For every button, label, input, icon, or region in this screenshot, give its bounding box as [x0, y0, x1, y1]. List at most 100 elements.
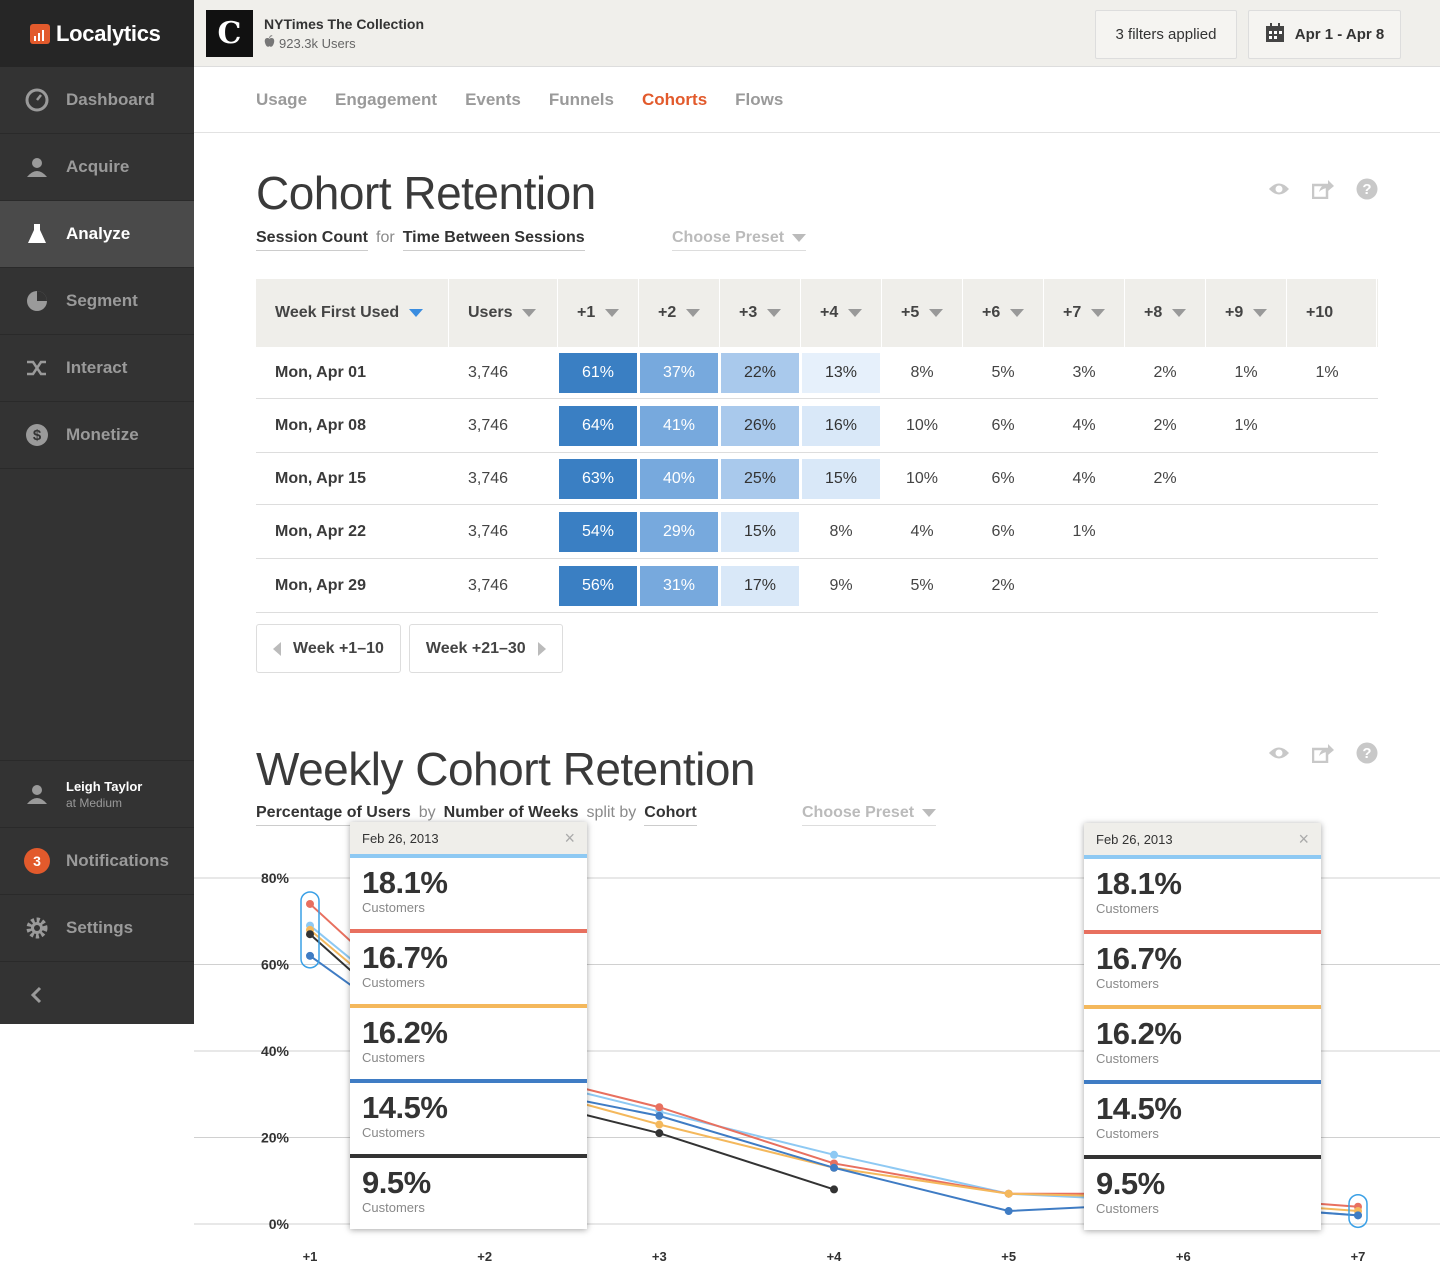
retention-cell[interactable]: 56% [559, 565, 637, 606]
retention-cell[interactable]: 5% [991, 363, 1015, 381]
metric-selector[interactable]: Session Count [256, 229, 369, 251]
column-week[interactable]: +1 [558, 279, 639, 347]
retention-cell[interactable]: 4% [1072, 469, 1096, 487]
eye-icon[interactable] [1268, 178, 1290, 200]
retention-cell[interactable] [1288, 512, 1366, 552]
share-icon[interactable] [1312, 742, 1334, 764]
metric-selector[interactable]: Percentage of Users [256, 804, 411, 826]
choose-preset-dropdown[interactable]: Choose Preset [672, 229, 807, 251]
app-name[interactable]: NYTimes The Collection [264, 16, 424, 32]
retention-cell[interactable]: 2% [991, 576, 1015, 594]
retention-cell[interactable]: 8% [829, 522, 853, 540]
retention-cell[interactable] [1288, 459, 1366, 499]
tab-funnels[interactable]: Funnels [548, 89, 614, 109]
retention-cell[interactable] [1207, 512, 1285, 552]
column-week[interactable]: +4 [801, 279, 882, 347]
retention-cell[interactable]: 5% [910, 576, 934, 594]
retention-cell[interactable]: 15% [721, 511, 799, 552]
retention-cell[interactable]: 1% [1234, 416, 1258, 434]
retention-cell[interactable]: 6% [991, 416, 1015, 434]
retention-cell[interactable]: 13% [802, 352, 880, 393]
table-row[interactable]: Mon, Apr 15 3,746 63% 40% 25% 15% 10% 6% 4% 2% [256, 453, 1378, 505]
retention-cell[interactable]: 15% [802, 458, 880, 499]
dimension-selector[interactable]: Time Between Sessions [402, 229, 585, 251]
retention-cell[interactable]: 6% [991, 522, 1015, 540]
nav-segment[interactable]: Segment [0, 268, 194, 335]
retention-cell[interactable]: 16% [802, 405, 880, 446]
retention-cell[interactable]: 22% [721, 352, 799, 393]
retention-cell[interactable] [1207, 459, 1285, 499]
column-users[interactable]: Users [449, 279, 558, 347]
retention-cell[interactable]: 10% [905, 416, 939, 434]
nav-analyze[interactable]: Analyze [0, 201, 194, 268]
choose-preset-dropdown[interactable]: Choose Preset [802, 804, 937, 826]
retention-cell[interactable]: 31% [640, 565, 718, 606]
eye-icon[interactable] [1268, 742, 1290, 764]
column-week[interactable]: +10 [1287, 279, 1377, 347]
retention-cell[interactable] [1126, 566, 1204, 606]
app-thumbnail[interactable]: C [206, 10, 253, 57]
table-row[interactable]: Mon, Apr 01 3,746 61% 37% 22% 13% 8% 5% 3% 2% 1% 1% [256, 347, 1378, 399]
retention-cell[interactable]: 64% [559, 405, 637, 446]
help-icon[interactable]: ? [1356, 178, 1378, 200]
retention-cell[interactable]: 10% [905, 469, 939, 487]
tab-events[interactable]: Events [465, 89, 521, 109]
share-icon[interactable] [1312, 178, 1334, 200]
retention-cell[interactable]: 25% [721, 458, 799, 499]
nav-notifications[interactable]: 3 Notifications [0, 827, 194, 894]
retention-cell[interactable]: 61% [559, 352, 637, 393]
table-row[interactable]: Mon, Apr 08 3,746 64% 41% 26% 16% 10% 6% 4% 2% 1% [256, 399, 1378, 453]
nav-acquire[interactable]: Acquire [0, 134, 194, 201]
date-range-button[interactable]: Apr 1 - Apr 8 [1248, 10, 1401, 59]
retention-cell[interactable]: 8% [910, 363, 934, 381]
retention-cell[interactable] [1207, 566, 1285, 606]
nav-settings[interactable]: Settings [0, 894, 194, 961]
column-week[interactable]: +7 [1044, 279, 1125, 347]
user-profile[interactable]: Leigh Taylor at Medium [0, 760, 194, 827]
tab-usage[interactable]: Usage [256, 89, 308, 109]
retention-cell[interactable]: 29% [640, 511, 718, 552]
collapse-sidebar-button[interactable] [0, 961, 194, 1028]
column-week-first-used[interactable]: Week First Used [256, 279, 449, 347]
split-selector[interactable]: Cohort [644, 804, 697, 826]
close-icon[interactable]: × [564, 827, 575, 848]
column-week[interactable]: +2 [639, 279, 720, 347]
retention-cell[interactable]: 4% [910, 522, 934, 540]
retention-cell[interactable]: 54% [559, 511, 637, 552]
retention-cell[interactable] [1288, 406, 1366, 446]
filters-button[interactable]: 3 filters applied [1095, 10, 1237, 59]
column-week[interactable]: +9 [1206, 279, 1287, 347]
table-row[interactable]: Mon, Apr 22 3,746 54% 29% 15% 8% 4% 6% 1% [256, 505, 1378, 559]
retention-cell[interactable]: 37% [640, 352, 718, 393]
retention-cell[interactable]: 40% [640, 458, 718, 499]
table-row[interactable]: Mon, Apr 29 3,746 56% 31% 17% 9% 5% 2% [256, 559, 1378, 613]
logo[interactable]: Localytics [0, 0, 194, 67]
retention-cell[interactable]: 4% [1072, 416, 1096, 434]
retention-cell[interactable] [1288, 566, 1366, 606]
retention-cell[interactable]: 9% [829, 576, 853, 594]
retention-cell[interactable]: 1% [1315, 363, 1339, 381]
nav-monetize[interactable]: $ Monetize [0, 402, 194, 469]
close-icon[interactable]: × [1298, 828, 1309, 849]
retention-cell[interactable]: 6% [991, 469, 1015, 487]
retention-cell[interactable]: 41% [640, 405, 718, 446]
column-week[interactable]: +8 [1125, 279, 1206, 347]
retention-cell[interactable]: 17% [721, 565, 799, 606]
tab-flows[interactable]: Flows [735, 89, 784, 109]
retention-cell[interactable]: 1% [1072, 522, 1096, 540]
prev-weeks-button[interactable]: Week +1–10 [256, 624, 401, 673]
column-week[interactable]: +5 [882, 279, 963, 347]
retention-cell[interactable]: 2% [1153, 469, 1177, 487]
nav-dashboard[interactable]: Dashboard [0, 67, 194, 134]
tab-engagement[interactable]: Engagement [335, 89, 438, 109]
next-weeks-button[interactable]: Week +21–30 [408, 624, 563, 673]
retention-cell[interactable]: 26% [721, 405, 799, 446]
help-icon[interactable]: ? [1356, 742, 1378, 764]
retention-cell[interactable]: 2% [1153, 416, 1177, 434]
column-week[interactable]: +3 [720, 279, 801, 347]
retention-cell[interactable] [1126, 512, 1204, 552]
retention-cell[interactable]: 2% [1153, 363, 1177, 381]
retention-cell[interactable]: 1% [1234, 363, 1258, 381]
retention-cell[interactable]: 63% [559, 458, 637, 499]
retention-cell[interactable]: 3% [1072, 363, 1096, 381]
